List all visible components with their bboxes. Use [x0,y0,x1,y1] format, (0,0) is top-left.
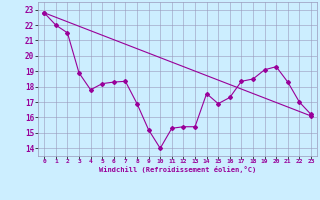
X-axis label: Windchill (Refroidissement éolien,°C): Windchill (Refroidissement éolien,°C) [99,166,256,173]
